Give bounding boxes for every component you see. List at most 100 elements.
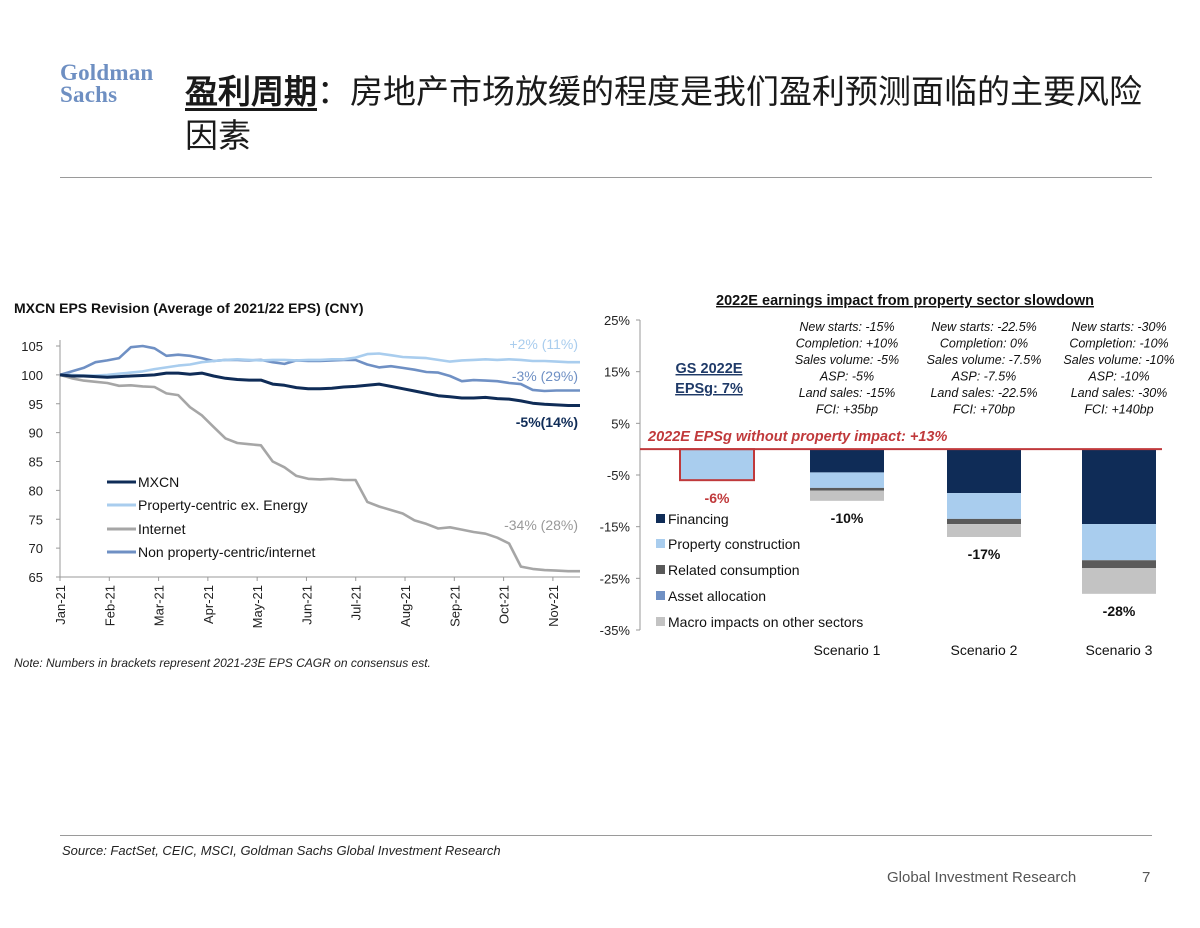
line-x-tick-label: Feb-21 [102,585,117,626]
bar-category-label: Scenario 3 [1086,642,1153,658]
line-y-tick-label: 100 [21,368,43,383]
scenario-assumption-text: Sales volume: -5% [795,353,899,367]
scenario-assumption-text: FCI: +35bp [816,403,878,417]
scenario-assumption-text: Land sales: -22.5% [930,386,1037,400]
bar-segment-related_consumption [947,518,1021,525]
bar-total-label: -10% [831,510,864,526]
line-annotation-mxcn: -5%(14%) [516,414,578,430]
line-y-tick-label: 75 [29,512,43,527]
footer-divider [60,835,1152,836]
scenario-assumption-text: Land sales: -15% [799,386,896,400]
bar-y-tick-label: -35% [600,623,631,638]
line-annotation-property_centric: +2% (11%) [509,336,578,352]
bar-segment-property_construction [1082,524,1156,561]
scenario-assumption-text: New starts: -15% [799,320,894,334]
scenario-assumption-text: ASP: -5% [819,370,874,384]
line-x-tick-label: Oct-21 [497,585,512,624]
scenario-assumption-text: ASP: -10% [1087,370,1149,384]
line-x-tick-label: Nov-21 [546,585,561,627]
bar-category-label: Scenario 1 [814,642,881,658]
bar-legend-swatch-financing [656,514,665,523]
line-x-tick-label: May-21 [250,585,265,628]
scenario-assumption-text: FCI: +70bp [953,403,1015,417]
bar-legend-swatch-property_construction [656,539,665,548]
footer-label: Global Investment Research [887,869,1077,886]
title-colon: ： [317,72,350,111]
bar-total-label: -17% [968,546,1001,562]
bar-total-label: -28% [1103,603,1136,619]
line-x-tick-label: Mar-21 [152,585,167,626]
bar-segment-financing [947,449,1021,494]
scenario-assumption-text: New starts: -22.5% [931,320,1037,334]
scenario-assumption-text: Completion: 0% [940,337,1028,351]
bar-segment-financing [1082,449,1156,525]
line-series-property_centric [60,352,580,377]
bar-legend-label-property_construction: Property construction [668,536,800,552]
line-x-tick-label: Jan-21 [53,585,68,625]
scenario-assumption-text: Sales volume: -7.5% [927,353,1042,367]
scenario-assumption-text: New starts: -30% [1071,320,1166,334]
bar-segment-property_construction [947,493,1021,519]
baseline-label: 2022E EPSg without property impact: +13% [647,429,947,445]
bar-legend-swatch-asset_allocation [656,591,665,600]
bar-segment-macro [947,524,1021,537]
line-y-tick-label: 105 [21,339,43,354]
scenario-assumption-text: Completion: +10% [796,337,899,351]
line-series-internet [59,373,580,573]
bar-y-tick-label: -15% [600,520,631,535]
bar-legend-swatch-related_consumption [656,565,665,574]
bar-segment-macro [810,490,884,501]
line-x-tick-label: Jun-21 [299,585,314,625]
scenario-assumption-text: ASP: -7.5% [951,370,1017,384]
scenario-assumption-text: Land sales: -30% [1071,386,1168,400]
line-legend-label-property_centric: Property-centric ex. Energy [138,497,308,513]
line-legend-label-non_property: Non property-centric/internet [138,544,316,560]
line-x-tick-label: Apr-21 [201,585,216,624]
line-legend-label-internet: Internet [138,521,186,537]
bar-segment-property_construction [810,472,884,488]
title-highlight: 盈利周期 [185,72,317,111]
line-chart-title: MXCN EPS Revision (Average of 2021/22 EP… [14,300,364,316]
title-rest: 房地产市场放缓的程度是我们盈利预测面临的主要风险因素 [185,72,1142,155]
bar-legend-label-financing: Financing [668,511,729,527]
line-annotation-non_property: -3% (29%) [512,368,578,384]
bar-chart-title: 2022E earnings impact from property sect… [716,293,1094,309]
logo-line-1: Goldman [60,60,154,85]
bar-category-label: Scenario 2 [951,642,1018,658]
bar-y-tick-label: 25% [604,313,630,328]
logo-line-2: Sachs [60,82,118,107]
line-annotation-internet: -34% (28%) [504,517,578,533]
bar-segment-related_consumption [810,487,884,491]
line-series-non_property [59,344,580,393]
gs-label-line-2: EPSg: 7% [675,381,743,397]
header-divider [60,177,1152,178]
line-x-tick-label: Jul-21 [349,585,364,620]
line-x-tick-label: Sep-21 [447,585,462,627]
bar-legend-swatch-macro [656,617,665,626]
source-note: Source: FactSet, CEIC, MSCI, Goldman Sac… [62,843,501,858]
line-series-mxcn [59,371,580,407]
scenario-assumption-text: Sales volume: -10% [1063,353,1174,367]
line-y-tick-label: 85 [29,455,43,470]
bar-legend-label-related_consumption: Related consumption [668,562,800,578]
scenario-assumption-text: FCI: +140bp [1084,403,1153,417]
bar-y-tick-label: -5% [607,468,631,483]
line-y-tick-label: 65 [29,570,43,585]
line-y-tick-label: 80 [29,483,43,498]
gs-label-line-1: GS 2022E [676,361,743,377]
bar-segment-related_consumption [1082,560,1156,568]
scenario-assumption-text: Completion: -10% [1069,337,1168,351]
line-chart-note: Note: Numbers in brackets represent 2021… [14,656,431,670]
line-x-tick-label: Aug-21 [398,585,413,627]
page-title: 盈利周期：房地产市场放缓的程度是我们盈利预测面临的主要风险因素 [185,70,1155,158]
line-y-tick-label: 95 [29,397,43,412]
bar-y-tick-label: -25% [600,571,631,586]
bar-legend-label-macro: Macro impacts on other sectors [668,614,863,630]
bar-segment-macro [1082,568,1156,594]
bar-legend-label-asset_allocation: Asset allocation [668,588,766,604]
gs-bar-label: -6% [705,490,730,506]
goldman-sachs-logo: Goldman Sachs [60,60,165,107]
gs-bar [679,448,755,482]
page-number: 7 [1142,869,1151,886]
